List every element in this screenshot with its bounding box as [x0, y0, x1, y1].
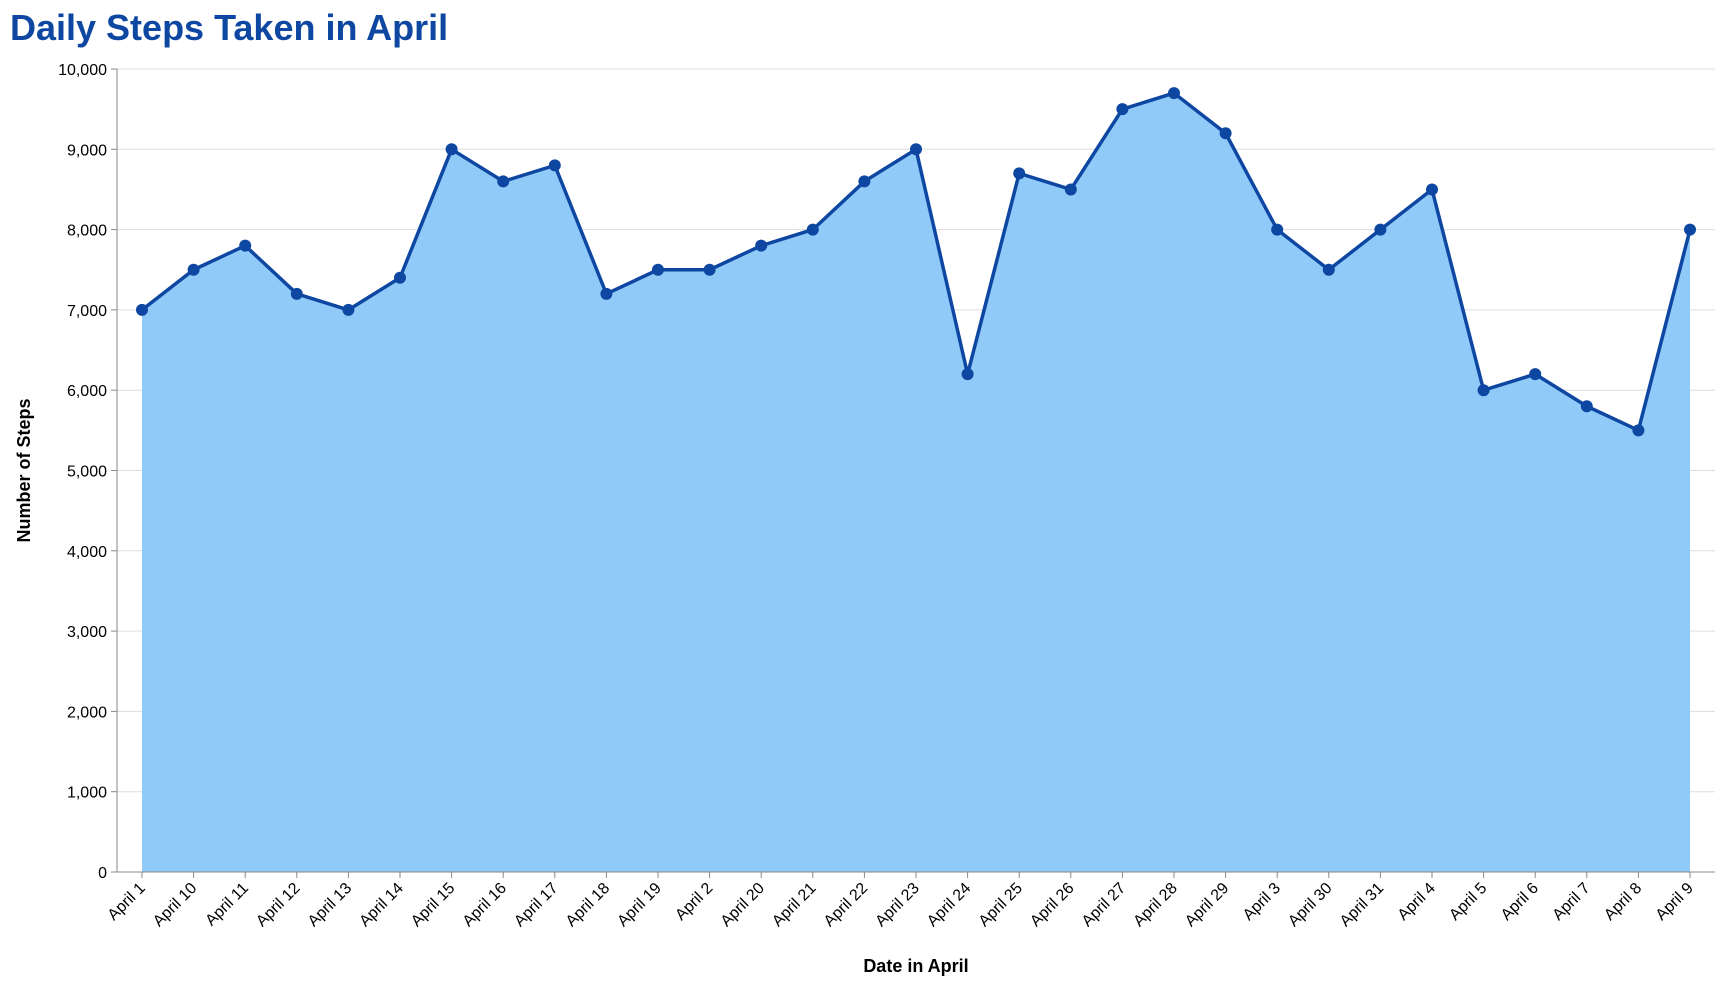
point-layer [136, 87, 1696, 437]
y-tick-label: 10,000 [58, 62, 107, 79]
x-tick-label: April 30 [1285, 880, 1335, 930]
data-point [652, 263, 664, 276]
data-point [1064, 183, 1077, 196]
x-tick-label: April 7 [1550, 880, 1594, 924]
data-point [1219, 127, 1232, 140]
data-point [239, 239, 252, 252]
y-tick-label: 1,000 [67, 785, 107, 802]
y-tick-label: 8,000 [67, 223, 107, 240]
x-tick-label: April 25 [976, 880, 1026, 930]
area-layer [142, 93, 1690, 873]
data-point [755, 239, 768, 252]
y-axis-title: Number of Steps [14, 398, 34, 542]
x-tick-label: April 17 [511, 880, 561, 930]
x-tick-label: April 31 [1337, 880, 1387, 930]
x-tick-label: April 12 [253, 880, 303, 930]
x-tick-label: April 24 [924, 880, 974, 930]
data-point [290, 287, 303, 300]
x-tick-label: April 22 [821, 880, 871, 930]
x-tick-label: April 19 [614, 880, 664, 930]
data-point [1322, 263, 1335, 276]
y-tick-label: 3,000 [67, 624, 107, 641]
y-tick-label: 0 [98, 865, 107, 882]
x-tick-label: April 15 [408, 880, 458, 930]
data-point [548, 159, 561, 172]
x-tick-label: April 5 [1446, 880, 1490, 924]
x-tick-label: April 9 [1653, 880, 1697, 924]
y-tick-label: 7,000 [67, 303, 107, 320]
x-tick-label: April 4 [1395, 880, 1439, 924]
y-tick-label: 2,000 [67, 704, 107, 721]
x-axis-title: Date in April [863, 956, 968, 976]
x-tick-label: April 20 [718, 880, 768, 930]
x-tick-label: April 28 [1130, 880, 1180, 930]
data-point [1580, 400, 1593, 413]
data-point [1013, 167, 1026, 180]
x-tick-label: April 1 [105, 880, 149, 924]
x-tick-label: April 21 [769, 880, 819, 930]
x-tick-label: April 8 [1601, 880, 1645, 924]
y-tick-label: 6,000 [67, 383, 107, 400]
x-tick-label: April 3 [1240, 880, 1284, 924]
x-tick-label: April 18 [563, 880, 613, 930]
data-point [1684, 223, 1696, 236]
x-tick-label: April 29 [1182, 880, 1232, 930]
x-tick-label: April 16 [460, 880, 510, 930]
data-point [394, 271, 406, 284]
x-tick-label: April 2 [672, 880, 716, 924]
area-fill [142, 93, 1690, 873]
data-point [1632, 424, 1645, 437]
x-tick-label: April 26 [1027, 880, 1077, 930]
x-tick-label: April 14 [356, 880, 406, 930]
data-point [342, 303, 355, 316]
data-point [858, 175, 871, 188]
x-tick-label: April 23 [872, 880, 922, 930]
data-point [1116, 103, 1129, 116]
y-tick-label: 9,000 [67, 142, 107, 159]
data-point [497, 175, 510, 188]
data-point [961, 368, 974, 381]
y-tick-label: 5,000 [67, 464, 107, 481]
x-tick-label: April 11 [202, 880, 252, 930]
data-point [1374, 223, 1387, 236]
data-point [703, 263, 716, 276]
x-tick-label: April 13 [305, 880, 355, 930]
x-tick-label: April 6 [1498, 880, 1542, 924]
x-tick-label: April 27 [1079, 880, 1129, 930]
x-tick-label: April 10 [150, 880, 200, 930]
data-point [1477, 384, 1490, 397]
data-point [445, 143, 458, 156]
data-point [1168, 87, 1180, 100]
chart-title: Daily Steps Taken in April [10, 7, 448, 48]
data-point [1271, 223, 1284, 236]
data-point [910, 143, 922, 156]
data-point [1426, 183, 1438, 196]
data-point [136, 303, 148, 316]
y-tick-label: 4,000 [67, 544, 107, 561]
data-point [600, 287, 613, 300]
data-point [1529, 368, 1542, 381]
data-point [187, 263, 200, 276]
data-point [806, 223, 819, 236]
